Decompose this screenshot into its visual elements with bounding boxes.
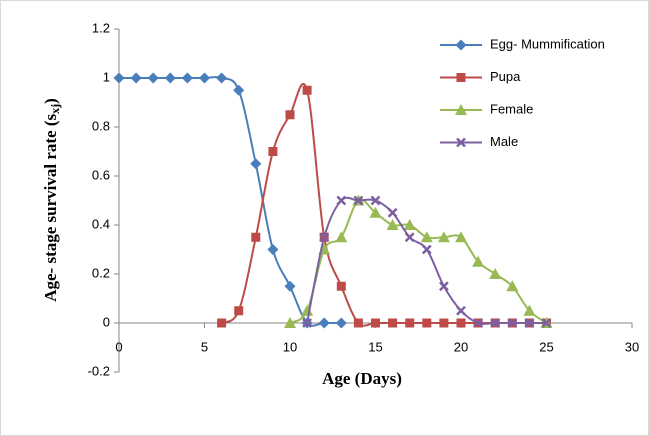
marker bbox=[405, 318, 415, 328]
marker bbox=[164, 72, 176, 84]
marker bbox=[472, 255, 485, 267]
marker bbox=[369, 206, 382, 218]
legend-label: Female bbox=[490, 101, 533, 116]
marker bbox=[284, 280, 296, 292]
marker bbox=[251, 232, 261, 242]
marker bbox=[473, 318, 483, 328]
y-axis-title-subscript: xj bbox=[48, 104, 62, 114]
marker bbox=[422, 318, 432, 328]
legend-label: Male bbox=[490, 134, 518, 149]
x-tick-label: 10 bbox=[283, 339, 297, 354]
series bbox=[113, 72, 347, 329]
marker bbox=[335, 317, 347, 329]
marker bbox=[420, 231, 433, 243]
legend-label: Pupa bbox=[490, 69, 521, 84]
marker bbox=[489, 268, 502, 279]
marker bbox=[523, 304, 536, 316]
marker bbox=[370, 195, 381, 206]
x-axis-title: Age (Days) bbox=[322, 369, 402, 388]
marker bbox=[353, 195, 364, 206]
marker bbox=[130, 72, 142, 84]
legend-marker bbox=[456, 137, 466, 148]
x-tick-label: 0 bbox=[115, 339, 122, 354]
marker bbox=[371, 318, 380, 328]
marker bbox=[267, 244, 279, 255]
marker bbox=[506, 280, 519, 292]
marker bbox=[490, 318, 501, 328]
y-axis-title: Age- stage survival rate (sxj) bbox=[41, 98, 62, 302]
marker bbox=[353, 318, 363, 328]
marker bbox=[233, 84, 245, 96]
marker bbox=[181, 72, 193, 84]
legend: Egg- Mummification Pupa Female Male bbox=[440, 36, 605, 149]
y-tick-label: 0.8 bbox=[92, 118, 110, 133]
marker bbox=[147, 72, 159, 84]
marker bbox=[285, 110, 295, 120]
marker bbox=[302, 318, 312, 328]
marker bbox=[386, 219, 399, 230]
x-tick-label: 5 bbox=[201, 339, 208, 354]
marker bbox=[301, 304, 314, 316]
marker bbox=[524, 318, 535, 328]
marker bbox=[456, 318, 466, 328]
marker bbox=[388, 318, 398, 328]
y-tick-label: 0 bbox=[103, 314, 110, 329]
y-tick-label: -0.2 bbox=[88, 363, 110, 378]
marker bbox=[199, 72, 210, 84]
marker bbox=[403, 219, 416, 230]
x-tick-label: 30 bbox=[625, 339, 639, 354]
marker bbox=[268, 147, 278, 156]
legend-marker bbox=[455, 39, 467, 51]
series bbox=[302, 195, 552, 328]
marker bbox=[217, 318, 227, 328]
marker bbox=[421, 244, 432, 255]
marker bbox=[216, 72, 228, 84]
marker bbox=[439, 318, 449, 328]
y-tick-label: 0.6 bbox=[92, 167, 110, 182]
marker bbox=[302, 85, 312, 95]
marker bbox=[335, 231, 348, 243]
y-tick-label: 1 bbox=[103, 69, 110, 84]
marker bbox=[234, 306, 244, 316]
marker bbox=[507, 318, 518, 328]
marker bbox=[456, 305, 466, 316]
marker bbox=[387, 207, 398, 218]
marker bbox=[319, 232, 330, 243]
y-axis-title-suffix: ) bbox=[41, 98, 60, 104]
x-tick-label: 25 bbox=[539, 339, 553, 354]
marker bbox=[439, 281, 449, 292]
legend-marker bbox=[455, 104, 467, 115]
marker bbox=[284, 317, 296, 328]
y-tick-label: 1.2 bbox=[92, 20, 110, 35]
marker bbox=[318, 317, 330, 329]
y-tick-label: 0.2 bbox=[92, 265, 110, 280]
x-tick-label: 20 bbox=[454, 339, 468, 354]
legend-marker bbox=[456, 73, 466, 82]
marker bbox=[541, 318, 552, 328]
x-tick-label: 15 bbox=[368, 339, 382, 354]
marker bbox=[113, 72, 125, 84]
marker bbox=[437, 231, 450, 243]
y-axis-title-text: Age- stage survival rate (s bbox=[41, 114, 60, 302]
marker bbox=[250, 158, 262, 170]
y-tick-label: 0.4 bbox=[92, 216, 110, 231]
series-line bbox=[289, 198, 548, 324]
legend-label: Egg- Mummification bbox=[490, 36, 605, 51]
marker bbox=[336, 195, 347, 206]
marker bbox=[404, 232, 415, 243]
marker bbox=[455, 231, 467, 243]
marker bbox=[336, 281, 346, 291]
